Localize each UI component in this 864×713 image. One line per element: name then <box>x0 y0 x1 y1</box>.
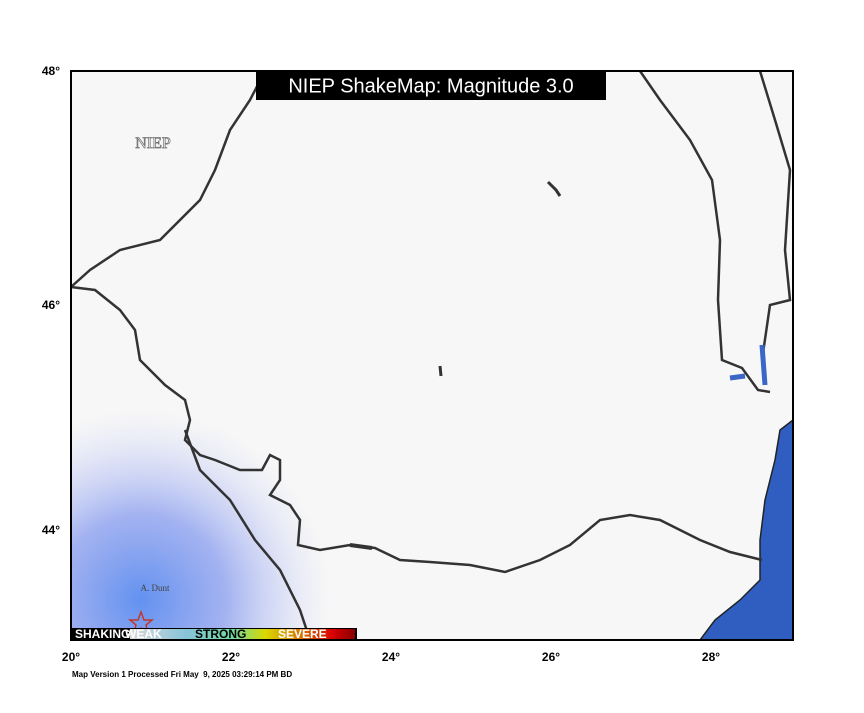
station-label: A. Dunt <box>141 583 170 593</box>
lon-label: 24° <box>382 650 400 664</box>
map-title: NIEP ShakeMap: Magnitude 3.0 <box>288 75 573 97</box>
lon-label: 28° <box>702 650 720 664</box>
legend-label: SEVERE <box>278 627 327 641</box>
intensity-field <box>71 71 793 640</box>
lat-label: 44° <box>42 523 60 537</box>
sea <box>699 419 793 640</box>
lat-label: 48° <box>42 64 60 78</box>
legend-label: WEAK <box>125 627 162 641</box>
border <box>71 285 763 574</box>
lake <box>729 373 746 381</box>
lake <box>759 344 768 386</box>
legend-label: SHAKING <box>75 627 130 641</box>
lat-axis: 48° 46° 44° <box>42 64 60 537</box>
legend-label: STRONG <box>195 627 246 641</box>
lake <box>546 180 562 197</box>
border <box>758 71 792 361</box>
map-frame <box>70 70 794 641</box>
watermark: NIEP <box>135 135 171 152</box>
legend: SHAKING WEAK STRONG SEVERE <box>72 627 357 641</box>
title-box <box>256 72 606 100</box>
lake <box>349 543 373 550</box>
map-area: A. Dunt NIEP <box>71 71 793 640</box>
lat-label: 46° <box>42 298 60 312</box>
lon-label: 20° <box>62 650 80 664</box>
lon-label: 26° <box>542 650 560 664</box>
lake <box>438 365 443 377</box>
border <box>183 429 312 640</box>
lon-axis: 20° 22° 24° 26° 28° <box>62 650 720 664</box>
legend-scale <box>130 629 355 639</box>
border <box>71 71 267 288</box>
lon-label: 22° <box>222 650 240 664</box>
footer: Map Version 1 Processed Fri May 9, 2025 … <box>72 670 292 679</box>
border <box>638 71 771 394</box>
